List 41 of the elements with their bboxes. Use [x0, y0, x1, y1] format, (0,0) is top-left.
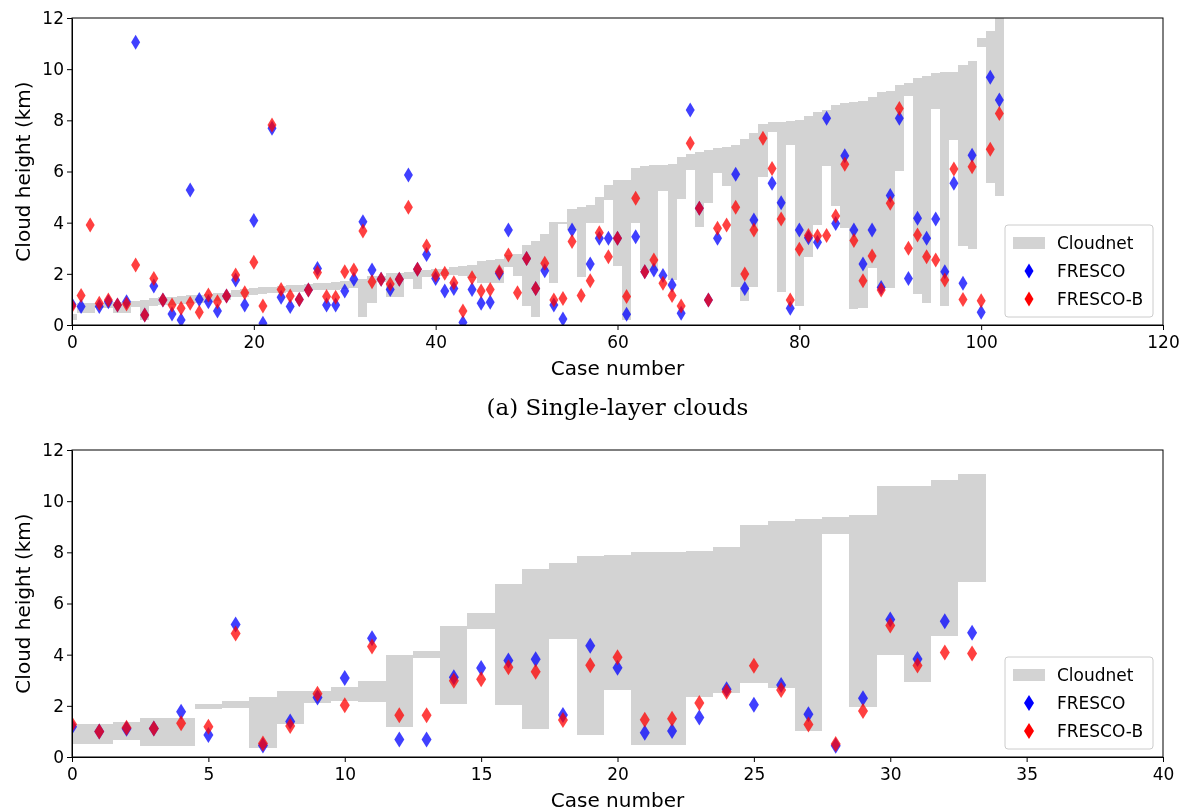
y-axis-title: Cloud height (km) — [11, 513, 35, 694]
y-tick-label: 12 — [42, 439, 64, 460]
x-tick-label: 40 — [1152, 764, 1175, 785]
y-tick-label: 6 — [53, 161, 64, 182]
x-axis-title: Case number — [550, 788, 685, 810]
x-tick-label: 30 — [879, 764, 902, 785]
x-tick-label: 5 — [203, 764, 215, 785]
x-axis-title: Case number — [550, 356, 685, 380]
legend-label: FRESCO — [1057, 692, 1126, 713]
legend-label: FRESCO-B — [1057, 288, 1144, 309]
y-tick-label: 10 — [42, 491, 64, 512]
y-tick-label: 10 — [42, 59, 64, 80]
x-tick-label: 35 — [1016, 764, 1038, 785]
y-tick-label: 4 — [53, 644, 64, 665]
x-tick-label: 120 — [1147, 332, 1180, 353]
x-tick-label: 80 — [789, 332, 811, 353]
y-tick-label: 6 — [53, 593, 64, 614]
x-tick-label: 0 — [67, 764, 78, 785]
y-tick-label: 0 — [53, 746, 64, 767]
x-tick-label: 60 — [607, 332, 629, 353]
y-axis-title: Cloud height (km) — [11, 81, 35, 262]
x-tick-label: 10 — [334, 764, 357, 785]
x-tick-label: 0 — [67, 332, 78, 353]
text: (a) Single-layer clouds — [486, 394, 749, 420]
y-tick-label: 8 — [53, 110, 64, 131]
y-tick-label: 0 — [53, 314, 64, 335]
x-tick-label: 20 — [607, 764, 629, 785]
x-tick-label: 40 — [425, 332, 447, 353]
y-tick-label: 12 — [42, 7, 64, 28]
x-tick-label: 15 — [470, 764, 493, 785]
legend-label: Cloudnet — [1057, 232, 1134, 253]
legend-label: FRESCO — [1057, 260, 1126, 281]
legend-label: Cloudnet — [1057, 664, 1134, 685]
x-tick-label: 20 — [243, 332, 266, 353]
legend-label: FRESCO-B — [1057, 720, 1144, 741]
x-tick-label: 100 — [965, 332, 998, 353]
y-tick-label: 2 — [53, 695, 64, 716]
x-tick-label: 25 — [743, 764, 766, 785]
y-tick-label: 8 — [53, 542, 64, 563]
y-tick-label: 4 — [53, 212, 64, 233]
y-tick-label: 2 — [53, 263, 64, 284]
